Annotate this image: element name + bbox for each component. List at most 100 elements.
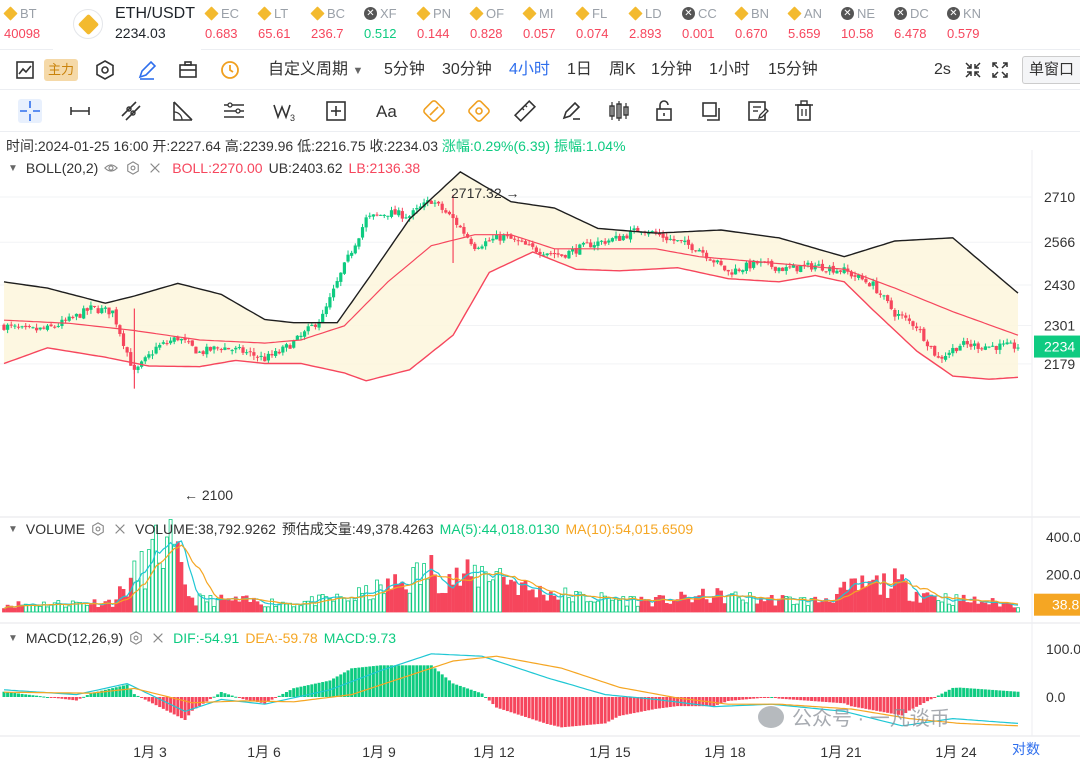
volume-bar	[892, 568, 897, 613]
refresh-rate[interactable]: 2s	[934, 61, 951, 78]
edit-note-icon[interactable]	[746, 99, 770, 123]
macd-histogram-bar	[589, 697, 593, 725]
volume-bar	[273, 605, 278, 613]
interval-tab[interactable]: 周K	[609, 61, 636, 78]
interval-tab[interactable]: 1日	[567, 61, 592, 78]
trash-icon[interactable]	[792, 99, 816, 123]
brush-icon[interactable]	[559, 99, 583, 123]
volume-value: VOLUME:38,792.9262	[135, 521, 276, 537]
volume-bar	[255, 601, 260, 613]
ticker-item[interactable]: LD 2.893	[625, 0, 678, 50]
date-tick-label: 1月 3	[133, 744, 167, 760]
interval-tab[interactable]: 1小时	[709, 61, 750, 78]
settings-icon[interactable]	[129, 631, 143, 645]
volume-bar	[201, 595, 206, 613]
ticker-item[interactable]: EC 0.683	[201, 0, 254, 50]
main-force-badge[interactable]: 主力	[44, 59, 79, 81]
collapse-chevron-icon[interactable]: ▼	[8, 162, 18, 174]
ticker-symbol: EC	[221, 6, 240, 21]
copy-icon[interactable]	[699, 99, 723, 123]
ticker-symbol: LD	[645, 6, 662, 21]
candle-body	[748, 261, 752, 269]
collapse-chevron-icon[interactable]: ▼	[8, 523, 18, 535]
macd-histogram-bar	[216, 694, 220, 697]
candle-body	[38, 327, 42, 330]
shrink-icon[interactable]	[963, 60, 983, 80]
candle-body	[161, 342, 165, 344]
expand-icon[interactable]	[990, 60, 1010, 80]
settings-icon[interactable]	[126, 161, 140, 175]
volume-bar	[320, 594, 325, 613]
volume-bar	[548, 591, 553, 613]
candle-body	[455, 217, 459, 225]
candle-body	[56, 325, 60, 327]
briefcase-icon[interactable]	[177, 59, 199, 81]
macd-histogram-bar	[20, 693, 24, 697]
volume-last-tag	[1034, 593, 1080, 616]
lock-icon[interactable]	[652, 99, 676, 123]
volume-bar	[932, 595, 937, 613]
ticker-symbol: DC	[910, 6, 929, 21]
ticker-item[interactable]: AN 5.659	[784, 0, 837, 50]
crosshair-icon[interactable]	[18, 99, 42, 123]
ticker-item[interactable]: BC 236.7	[307, 0, 360, 50]
ticker-item[interactable]: LT 65.61	[254, 0, 307, 50]
eye-icon[interactable]	[104, 161, 119, 175]
ticker-item[interactable]: BN 0.670	[731, 0, 784, 50]
interval-tab[interactable]: 5分钟	[384, 61, 425, 78]
ticker-item[interactable]: ✕ DC 6.478	[890, 0, 943, 50]
settings-icon[interactable]	[91, 522, 105, 536]
ticker-item[interactable]: ✕ KN 0.579	[943, 0, 996, 50]
ticker-item[interactable]: ✕ NE 10.58	[837, 0, 890, 50]
line-chart-icon[interactable]	[14, 59, 36, 81]
macd-histogram-bar	[936, 695, 940, 697]
text-tool-icon[interactable]: Aa	[375, 99, 403, 123]
magnet-icon[interactable]	[422, 99, 446, 123]
ticker-item[interactable]: PN 0.144	[413, 0, 466, 50]
ticker-item[interactable]: BT 40098	[0, 0, 53, 50]
lock-drawing-icon[interactable]	[467, 99, 491, 123]
interval-tab[interactable]: 15分钟	[768, 61, 818, 78]
candle-body	[389, 210, 394, 217]
ticker-item[interactable]: ✕ CC 0.001	[678, 0, 731, 50]
wave-pattern-icon[interactable]: 3	[272, 99, 296, 123]
parallel-channel-icon[interactable]	[119, 99, 143, 123]
interval-tab[interactable]: 4小时	[509, 61, 550, 78]
clock-icon[interactable]	[219, 59, 241, 81]
hexagon-settings-icon[interactable]	[94, 59, 116, 81]
volume-bar	[929, 594, 933, 613]
binance-icon	[416, 6, 431, 21]
custom-period-dropdown[interactable]: 自定义周期 ▼	[268, 61, 364, 78]
volume-bar	[425, 578, 430, 613]
interval-tab[interactable]: 1分钟	[651, 61, 692, 78]
pencil-icon[interactable]	[136, 59, 158, 81]
window-mode-button[interactable]: 单窗口	[1022, 56, 1080, 84]
candle-body	[965, 341, 969, 345]
date-tick-label: 1月 9	[362, 744, 396, 760]
add-box-icon[interactable]	[324, 99, 348, 123]
horizontal-segment-icon[interactable]	[68, 99, 92, 123]
ticker-item[interactable]: OF 0.828	[466, 0, 519, 50]
candle-body	[610, 238, 614, 242]
ticker-item[interactable]: FL 0.074	[572, 0, 625, 50]
interval-tab[interactable]: 30分钟	[442, 61, 492, 78]
ruler-icon[interactable]	[513, 99, 537, 123]
close-icon[interactable]	[151, 631, 165, 645]
ticker-item[interactable]: MI 0.057	[519, 0, 572, 50]
fibonacci-icon[interactable]	[222, 99, 246, 123]
volume-bar	[161, 568, 166, 613]
candle-body	[375, 214, 379, 216]
volume-bar	[12, 607, 17, 613]
collapse-chevron-icon[interactable]: ▼	[8, 632, 18, 644]
volume-bar	[99, 605, 104, 613]
candle-body	[520, 240, 524, 242]
close-icon[interactable]	[148, 161, 162, 175]
angle-tool-icon[interactable]	[171, 99, 195, 123]
candle-pattern-icon[interactable]	[607, 99, 631, 123]
scale-mode-toggle[interactable]: 对数	[1012, 741, 1040, 757]
close-icon[interactable]	[113, 522, 127, 536]
ticker-item[interactable]: ETH/USDT 2234.03	[53, 0, 201, 50]
macd-histogram-bar	[647, 697, 651, 711]
ticker-item[interactable]: ✕ XF 0.512	[360, 0, 413, 50]
